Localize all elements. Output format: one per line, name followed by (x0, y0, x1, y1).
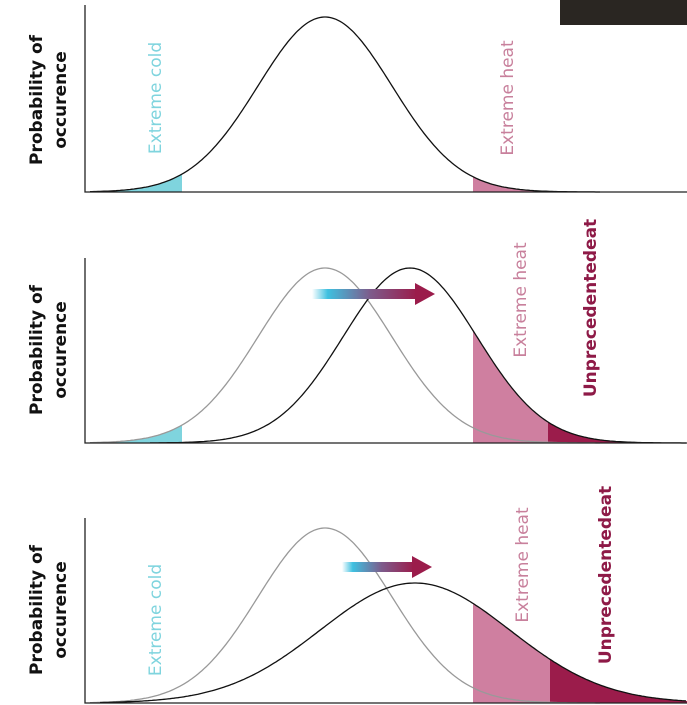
y-axis-label: occurence (51, 51, 71, 149)
shift-arrow (312, 289, 417, 299)
heat-tail (473, 603, 550, 703)
y-axis-label: occurence (51, 561, 71, 659)
axes (84, 5, 687, 193)
label-unprecedented: Unprecedentedeat (596, 486, 616, 664)
axes (84, 518, 687, 704)
label-extreme-heat: Extreme heat (498, 40, 518, 156)
label-extreme-heat: Extreme heat (511, 242, 531, 358)
label-extreme-cold: Extreme cold (146, 564, 166, 676)
label-extreme-heat: Extreme heat (513, 507, 533, 623)
shift-arrow-head (412, 556, 432, 578)
shift-arrow (342, 562, 414, 572)
y-axis-label: Probability of (27, 544, 47, 675)
y-axis-label: occurence (51, 301, 71, 399)
heat-tail (473, 176, 560, 192)
cold-tail (110, 425, 182, 443)
new-distribution (100, 582, 687, 704)
old-distribution (90, 527, 600, 704)
label-unprecedented: Unprecedentedeat (581, 219, 601, 397)
axes (84, 258, 687, 444)
y-axis-label: Probability of (27, 34, 47, 165)
old-distribution (90, 267, 600, 444)
shift-arrow-head (415, 283, 435, 305)
y-axis-label: Probability of (27, 284, 47, 415)
shapes (84, 5, 687, 704)
photo-fragment (560, 0, 687, 25)
cold-tail (110, 174, 182, 192)
new-distribution (150, 267, 686, 444)
distribution (90, 16, 600, 193)
unprecedented-tail (548, 422, 650, 443)
unprecedented-tail (550, 659, 687, 703)
label-extreme-cold: Extreme cold (146, 42, 166, 154)
